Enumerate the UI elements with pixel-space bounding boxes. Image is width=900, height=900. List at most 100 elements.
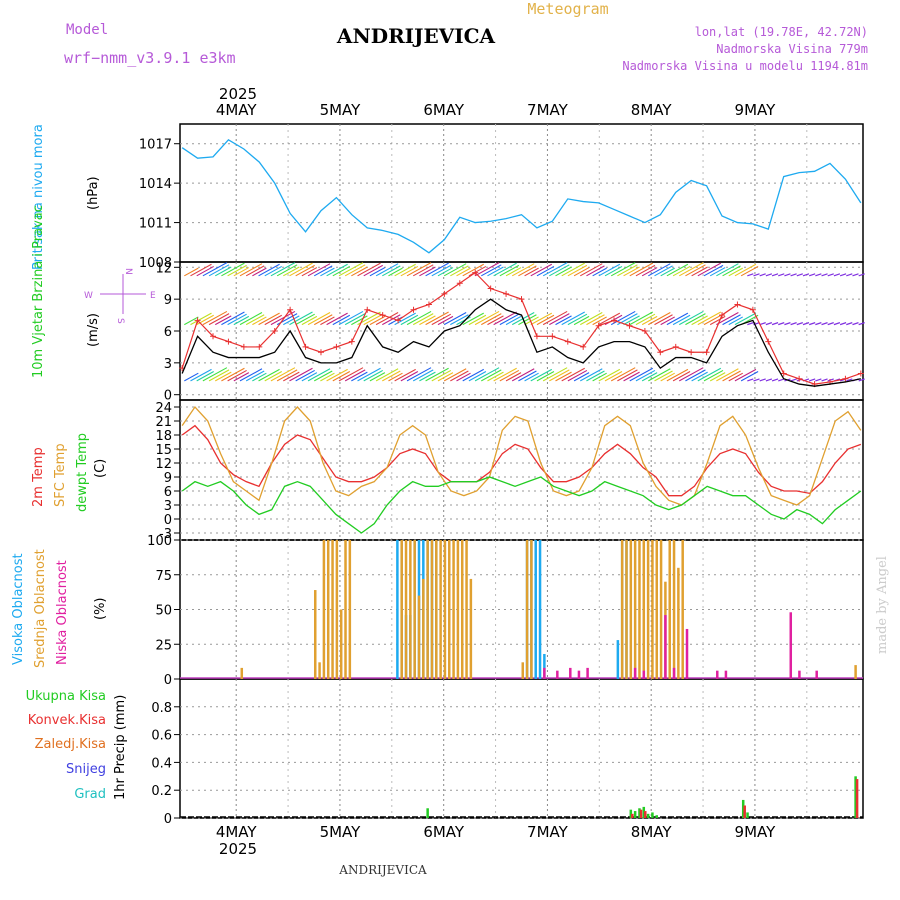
ytick-label-1-1: 3 [164, 357, 172, 372]
precip-bar-0-4 [642, 806, 646, 818]
cloud-bar-srednja-12 [409, 540, 412, 679]
wind-barb-2-71 [623, 266, 640, 277]
wind-barb-0-52 [505, 372, 522, 382]
wind-barb-1-3 [202, 310, 228, 326]
wind-barb-1-20 [307, 312, 331, 326]
ytick-label-2-2: 3 [164, 499, 172, 514]
wind-barb-2-27 [351, 266, 368, 277]
wind-barb-1-18 [295, 313, 315, 326]
wind-barb-1-101 [808, 322, 816, 326]
wind-barb-1-7 [227, 313, 247, 326]
cloud-bar-srednja-8 [344, 540, 347, 679]
wind-barb-2-101 [808, 273, 816, 277]
wind-barb-2-59 [549, 264, 570, 277]
wind-gust-mark-9 [317, 349, 324, 356]
precip-bar-0-7 [655, 815, 659, 818]
wind-barb-1-107 [846, 322, 853, 326]
wind-barb-0-7 [227, 369, 247, 382]
wind-barb-1-88 [728, 316, 744, 326]
wind-barb-2-41 [437, 267, 454, 277]
wind-barb-0-71 [623, 371, 640, 382]
wind-barb-2-67 [598, 263, 621, 277]
wind-barb-0-55 [524, 372, 539, 382]
xtick-top-8MAY: 8MAY [631, 101, 673, 119]
ytick-label-3-0: 0 [164, 673, 172, 688]
wind-barb-0-76 [654, 370, 673, 382]
cloud-bar-niska-14 [815, 670, 818, 679]
ytick-label-1-4: 12 [155, 261, 172, 276]
wind-barb-1-14 [270, 310, 296, 326]
wind-barb-2-34 [394, 263, 416, 277]
wind-barb-0-98 [790, 378, 797, 382]
wind-barb-2-58 [542, 262, 568, 277]
ytick-label-2-9: 24 [155, 401, 172, 416]
wind-barb-2-64 [580, 263, 603, 277]
xtick-top-9MAY: 9MAY [735, 101, 777, 119]
cloud-bar-niska-0 [543, 667, 546, 679]
wind-barb-2-18 [295, 264, 315, 277]
ytick-label-4-0: 0 [164, 812, 172, 827]
wind-barb-1-13 [264, 314, 283, 326]
wind-gust-mark-31 [657, 349, 664, 356]
wind-barb-1-98 [790, 322, 797, 326]
wind-barb-1-104 [827, 322, 834, 326]
wind-barb-1-65 [586, 314, 605, 326]
panel-frame-4 [179, 678, 864, 819]
wind-barb-2-23 [326, 263, 348, 277]
wind-barb-1-76 [654, 314, 673, 326]
cloud-bar-srednja-41 [668, 540, 671, 679]
wind-barb-0-78 [666, 368, 689, 382]
wind-barb-2-60 [555, 266, 572, 277]
compass-w: W [84, 291, 93, 301]
wind-barb-0-57 [536, 371, 555, 382]
wind-barb-1-109 [858, 322, 865, 326]
wind-barb-2-13 [264, 265, 283, 277]
wind-barb-2-61 [561, 262, 585, 277]
wind-barb-2-73 [635, 264, 656, 277]
wind-barb-2-6 [221, 262, 245, 277]
ytick-label-3-1: 25 [155, 638, 172, 653]
wind-barb-0-89 [734, 368, 757, 382]
wind-barb-2-105 [833, 273, 841, 277]
wind-barb-2-75 [648, 263, 671, 277]
precip-bar-1-4 [855, 779, 859, 818]
wind-barb-1-94 [765, 322, 773, 326]
wind-barb-1-75 [648, 312, 671, 326]
wind-gust-mark-4 [240, 343, 247, 350]
cloud-bar-srednja-15 [422, 578, 425, 679]
xtick-bottom-9MAY: 9MAY [735, 823, 777, 841]
ytick-label-2-7: 18 [155, 429, 172, 444]
cloud-bar-srednja-2 [318, 662, 321, 679]
ytick-label-2-0: -3 [159, 527, 172, 542]
ytick-label-2-4: 9 [164, 471, 172, 486]
wind-barb-2-83 [697, 262, 722, 277]
wind-barb-0-63 [573, 372, 590, 382]
wind-gust-mark-12 [364, 306, 371, 313]
wind-barb-1-1 [190, 312, 212, 326]
cloud-bar-visoka-16 [616, 640, 620, 679]
wind-barb-2-28 [357, 262, 381, 277]
ytick-label-3-3: 75 [155, 569, 172, 584]
cloud-bar-srednja-13 [413, 540, 416, 679]
cloud-bar-srednja-23 [456, 540, 460, 679]
cloud-bar-niska-5 [633, 667, 637, 679]
wind-barb-2-69 [610, 262, 636, 277]
wind-barb-2-2 [196, 265, 214, 277]
precip-bar-1-2 [644, 811, 647, 818]
wind-barb-0-49 [487, 371, 504, 382]
cloud-high-title: Visoka Oblacnost [11, 553, 26, 665]
elevation-label: Nadmorska Visina 779m [716, 42, 868, 56]
wind-gust-mark-33 [688, 349, 695, 356]
wind-barb-2-104 [827, 273, 834, 277]
wind-unit: (m/s) [86, 313, 101, 347]
ytick-label-1-2: 6 [164, 325, 172, 340]
cloud-bar-srednja-14 [417, 595, 421, 679]
wind-barb-0-10 [245, 370, 265, 382]
cloud-bar-srednja-35 [642, 540, 646, 679]
wind-gust-mark-21 [503, 290, 510, 297]
wind-barb-0-50 [493, 367, 517, 382]
wind-barb-1-46 [468, 314, 487, 326]
wind-barb-0-53 [511, 368, 535, 382]
wind-barb-1-10 [245, 314, 265, 326]
wind-barb-0-33 [388, 372, 403, 382]
